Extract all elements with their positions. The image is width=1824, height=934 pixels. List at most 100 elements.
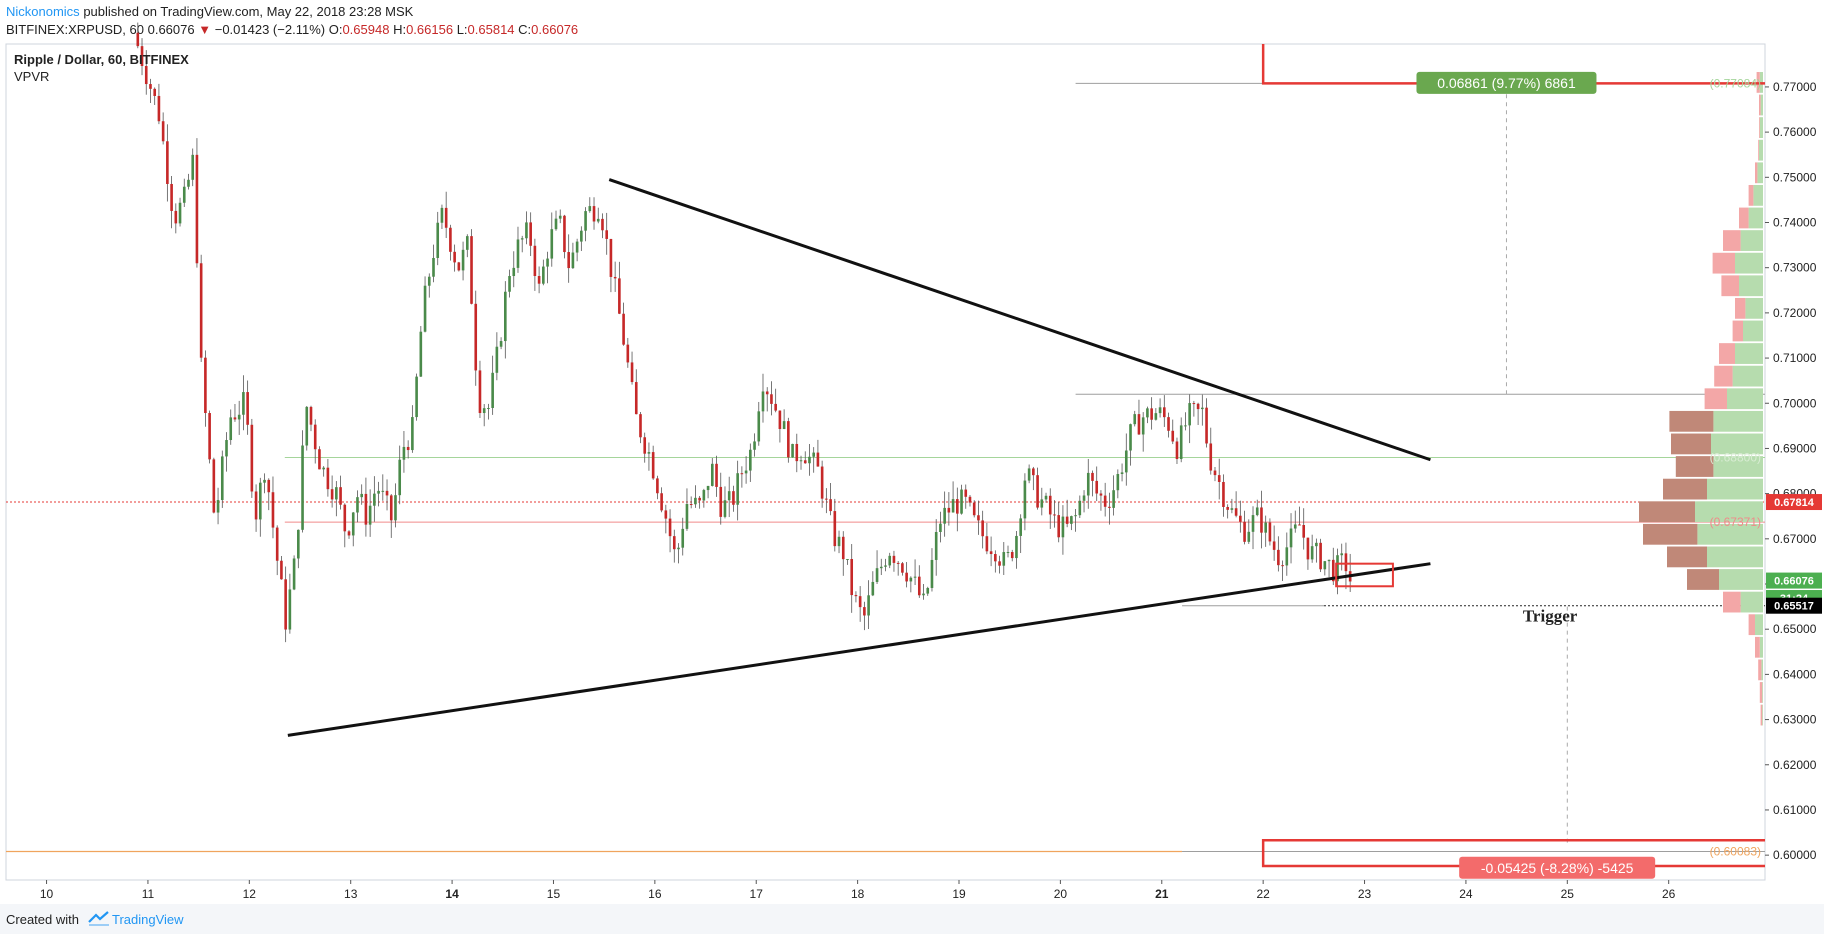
target-up-label-bg[interactable] [1416,71,1597,94]
publish-line: Nickonomics published on TradingView.com… [6,4,413,19]
tradingview-logo-icon[interactable] [88,910,110,926]
volume-bar-up [1695,501,1763,523]
volume-bar-down [1714,365,1733,387]
candle-down [1306,537,1310,560]
candle-down [1205,407,1208,444]
candle-up [546,258,549,267]
candle-down [833,511,837,547]
volume-bar-up [1757,162,1763,184]
candle-down [630,362,634,383]
close-label: C: [518,22,532,37]
candle-up [1082,495,1086,501]
candle-down [592,206,596,222]
volume-bar-up [1719,569,1763,590]
candle-up [1293,524,1297,529]
candle-down [947,507,951,513]
tradingview-brand[interactable]: TradingView [112,912,184,927]
volume-bar-down [1735,297,1746,319]
candle-up [1315,542,1318,547]
candle-down [1099,493,1103,496]
author-link[interactable]: Nickonomics [6,4,80,19]
candle-down [656,478,659,494]
candle-up [258,482,262,520]
trigger-label: Trigger [1523,607,1578,626]
candle-down [850,559,854,596]
y-tick-label: 0.74000 [1773,215,1817,229]
annotations: 0.06861 (9.77%) 6861 -0.05425 (-8.28%) -… [287,44,1765,879]
candle-down [901,563,904,573]
y-tick-label: 0.62000 [1773,758,1817,772]
candle-up [1027,468,1031,481]
candle-up [411,417,414,451]
candle-up [1230,508,1234,510]
candle-up [744,470,748,474]
trigger-box[interactable] [1335,562,1394,588]
volume-bar-up [1735,252,1763,274]
candle-down [972,502,976,516]
candle-down [664,510,668,519]
candle-down [1239,515,1242,522]
candles [136,22,1352,643]
time-axis[interactable]: 10 11 12 13 14 15 16 17 18 19 20 21 22 23 24 25 26 [40,880,1676,901]
x-tick-label: 25 [1561,887,1575,901]
volume-bar-up [1755,614,1763,636]
candle-up [436,222,440,258]
candle-up [909,577,913,582]
candle-up [292,558,296,590]
candle-down [233,417,237,420]
price-axis[interactable]: 0.77000 0.76000 0.75000 0.74000 0.73000 0.720… [1765,80,1817,862]
candle-down [470,236,473,304]
candle-up [229,417,233,441]
candle-down [444,207,448,228]
candle-down [339,487,342,505]
volume-bar-down [1704,388,1727,410]
triangle-upper-trendline[interactable] [608,178,1431,462]
created-with-text: Created with [6,912,79,927]
candle-up [1201,407,1204,410]
candle-up [757,411,761,442]
candle-down [318,449,321,470]
candle-up [571,252,575,269]
candle-down [803,460,807,464]
candle-down [601,218,604,231]
candle-up [297,529,300,559]
candle-down [795,443,799,462]
candle-down [161,121,165,142]
candle-down [639,414,642,438]
candle-down [478,370,482,414]
volume-bar-up [1762,704,1763,726]
candle-down [267,479,271,493]
candle-up [335,487,338,500]
target-down-label-bg[interactable] [1459,856,1656,879]
candle-down [1175,441,1179,460]
candle-down [1137,414,1141,435]
candle-down [275,527,279,561]
price-chart[interactable]: 0.06861 (9.77%) 6861 -0.05425 (-8.28%) -… [0,0,1824,904]
candle-up [508,276,511,292]
candle-up [182,186,186,203]
x-tick-label: 21 [1155,887,1169,901]
candle-up [1327,559,1331,562]
candle-down [1167,417,1170,431]
triangle-lower-trendline[interactable] [287,562,1431,737]
y-tick-label: 0.61000 [1773,803,1817,817]
volume-bar-down [1675,456,1714,477]
target-up-bracket[interactable] [1261,44,1765,85]
candle-up [351,512,355,536]
x-tick-label: 10 [40,887,54,901]
candle-down [905,572,908,582]
chart-header: Nickonomics published on TradingView.com… [0,0,1824,44]
candle-down [917,576,921,596]
candle-down [1057,515,1061,538]
candle-up [381,490,385,492]
change-value: 0.66076 [147,22,195,37]
candle-up [1002,552,1006,566]
candle-down [406,446,410,451]
chart-pane[interactable] [5,43,1766,881]
candle-down [964,489,968,497]
y-tick-label: 0.64000 [1773,667,1817,681]
open-label: O: [328,22,343,37]
candle-up [525,222,528,239]
candle-down [989,551,993,555]
candle-up [225,440,228,457]
